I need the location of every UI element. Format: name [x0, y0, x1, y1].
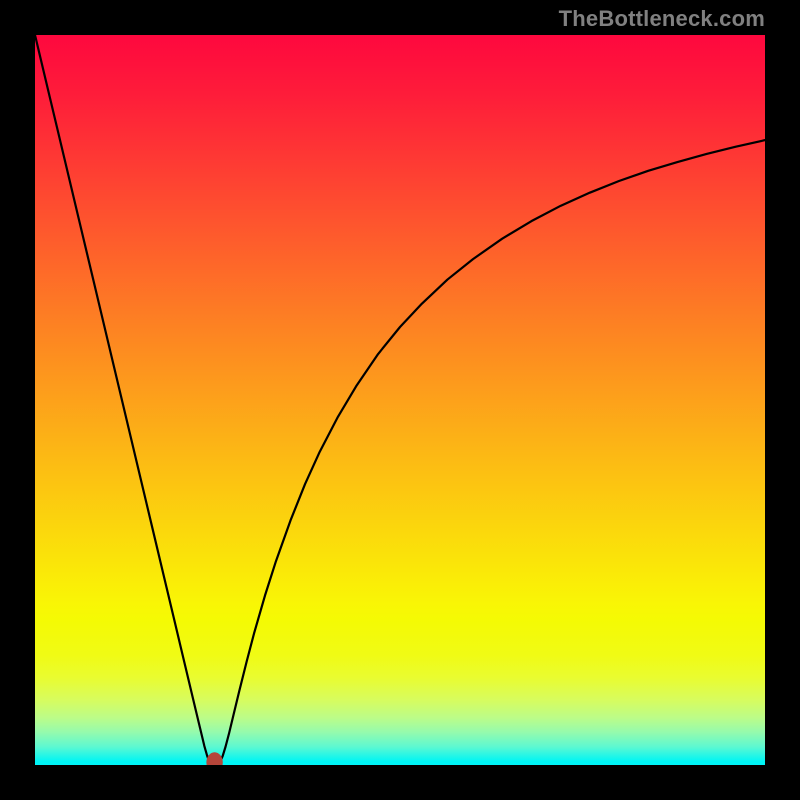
bottleneck-chart [0, 0, 800, 800]
watermark-text: TheBottleneck.com [559, 6, 765, 32]
frame-right [765, 0, 800, 800]
chart-background [35, 35, 765, 765]
frame-bottom [0, 765, 800, 800]
frame-left [0, 0, 35, 800]
